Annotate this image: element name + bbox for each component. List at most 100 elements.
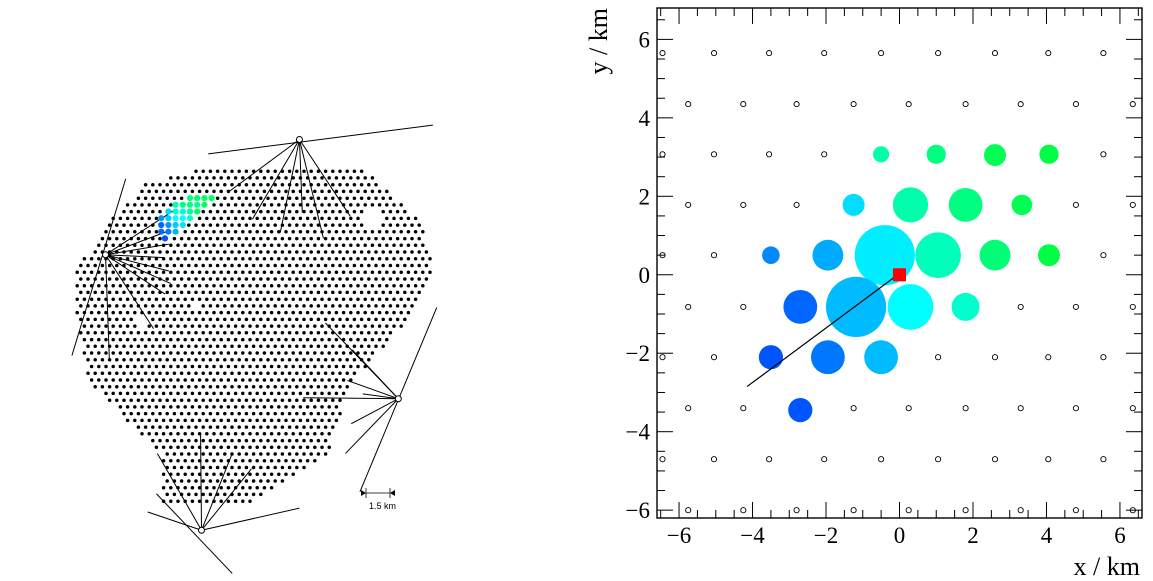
array-station	[151, 317, 155, 322]
array-station	[237, 317, 241, 322]
array-station	[334, 418, 339, 423]
array-station	[316, 317, 321, 322]
array-station	[417, 236, 421, 241]
array-station	[244, 263, 249, 268]
site-boundary-line	[71, 178, 127, 356]
array-station	[248, 203, 252, 207]
array-station	[100, 384, 105, 389]
array-station	[291, 445, 295, 450]
array-station	[201, 452, 205, 456]
array-station	[251, 452, 256, 456]
array-station	[154, 297, 159, 301]
silent-station	[685, 507, 692, 514]
array-station	[316, 277, 321, 281]
array-station	[115, 236, 119, 241]
array-station	[118, 364, 123, 369]
array-station	[406, 230, 411, 234]
array-station	[205, 257, 209, 261]
array-station	[377, 203, 382, 207]
array-station	[259, 196, 263, 200]
array-station	[349, 257, 353, 261]
array-station	[125, 324, 130, 328]
array-station	[287, 236, 292, 241]
array-station	[230, 344, 234, 349]
site-boundary-line	[208, 124, 433, 155]
array-station	[151, 411, 155, 416]
array-station	[172, 425, 177, 429]
event-hit	[179, 221, 186, 229]
array-station	[349, 176, 353, 180]
array-station	[313, 310, 317, 315]
array-station	[136, 384, 141, 389]
array-station	[140, 243, 144, 248]
array-station	[277, 472, 281, 476]
array-station	[190, 472, 195, 476]
array-station	[241, 432, 245, 436]
array-station	[341, 364, 346, 369]
array-station	[230, 317, 234, 322]
array-station	[136, 398, 141, 402]
array-station	[165, 263, 169, 268]
array-station	[104, 310, 108, 315]
array-station	[277, 243, 281, 248]
array-station	[179, 304, 184, 308]
array-station	[352, 209, 357, 214]
array-station	[154, 445, 159, 450]
array-station	[323, 290, 328, 295]
array-station	[367, 358, 371, 362]
array-station	[248, 405, 252, 409]
view-ray	[105, 254, 110, 360]
array-station	[269, 189, 274, 194]
array-station	[241, 257, 245, 261]
array-station	[313, 351, 317, 355]
array-station	[262, 485, 267, 490]
array-station	[97, 310, 101, 315]
silent-station	[766, 151, 773, 158]
array-station	[226, 485, 231, 490]
array-station	[190, 432, 195, 436]
silent-station	[1100, 252, 1107, 259]
array-station	[370, 203, 375, 207]
array-station	[107, 263, 112, 268]
array-station	[287, 384, 292, 389]
array-station	[316, 304, 321, 308]
array-station	[259, 358, 263, 362]
array-station	[302, 438, 306, 443]
array-station	[356, 257, 360, 261]
array-station	[190, 243, 195, 248]
array-station	[305, 432, 310, 436]
array-station	[262, 257, 267, 261]
array-station	[280, 371, 285, 375]
array-station	[280, 438, 285, 443]
array-station	[86, 344, 90, 349]
array-station	[352, 169, 357, 173]
array-station	[403, 209, 407, 214]
array-station	[151, 384, 155, 389]
array-station	[179, 465, 184, 470]
array-station	[230, 479, 234, 483]
event-hit	[179, 208, 186, 215]
array-station	[381, 236, 385, 241]
array-station	[251, 371, 256, 375]
array-station	[154, 337, 159, 342]
array-station	[97, 364, 101, 369]
array-station	[291, 351, 295, 355]
triggered-station	[788, 398, 813, 423]
array-station	[208, 344, 213, 349]
array-station	[97, 351, 101, 355]
view-ray	[345, 398, 399, 454]
array-station	[295, 465, 299, 470]
array-station	[255, 283, 259, 288]
array-station	[363, 230, 367, 234]
array-station	[248, 310, 252, 315]
array-station	[226, 243, 231, 248]
shower-core-marker	[893, 268, 906, 282]
array-station	[93, 344, 97, 349]
array-station	[172, 277, 177, 281]
array-station	[223, 277, 227, 281]
array-station	[212, 216, 216, 221]
array-station	[251, 492, 256, 497]
array-station	[309, 263, 313, 268]
array-station	[201, 438, 205, 443]
silent-station	[710, 151, 718, 158]
